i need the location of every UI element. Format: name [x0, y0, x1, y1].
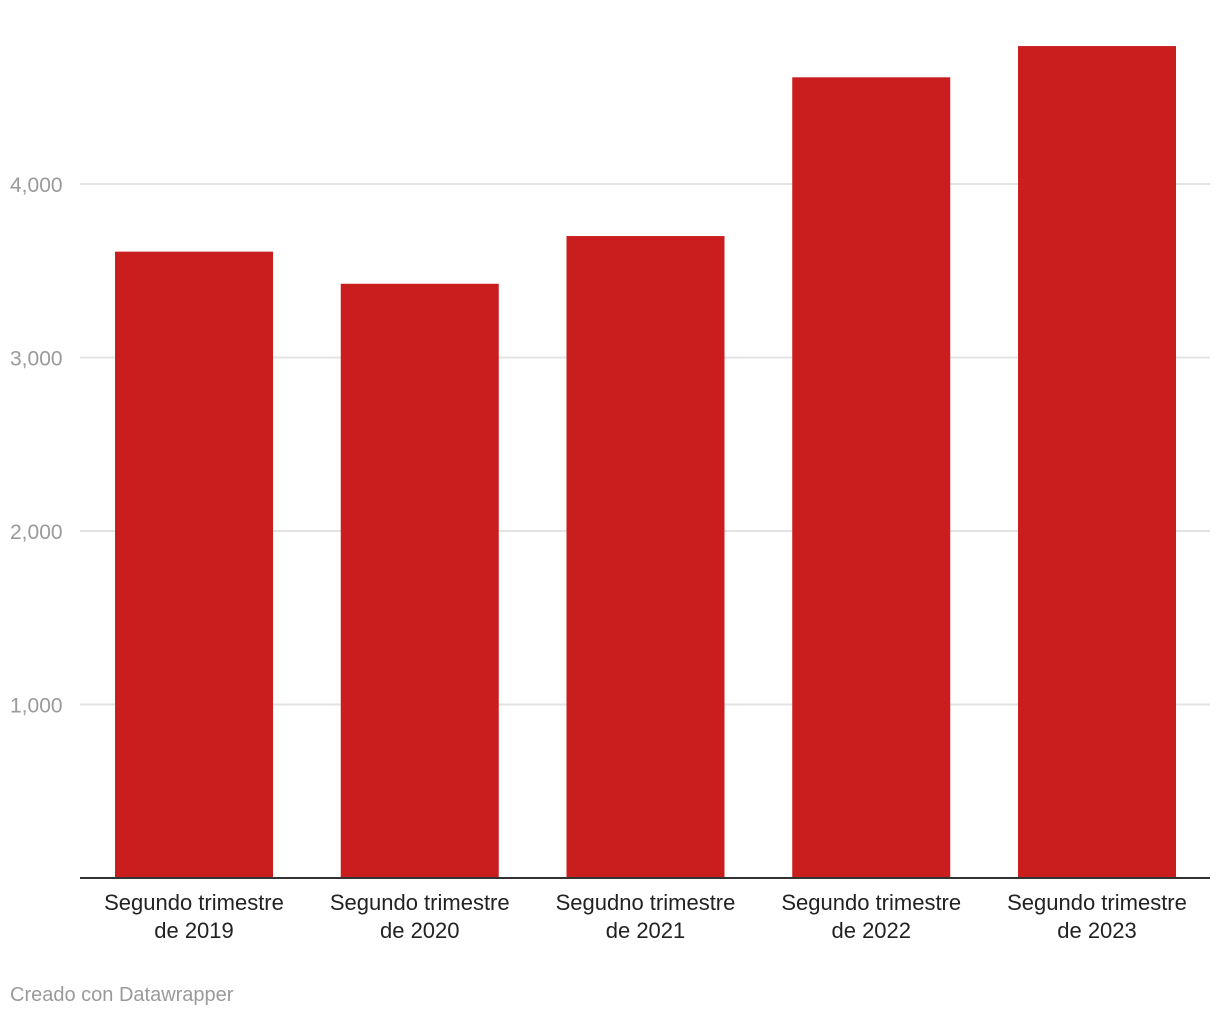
credit-text: Creado con Datawrapper: [10, 984, 234, 1006]
bar: [1018, 46, 1176, 878]
x-tick-label: Segundo trimestre de 2020: [330, 890, 510, 943]
bar: [115, 251, 273, 879]
x-tick-label: Segundo trimestre de 2023: [1007, 890, 1187, 943]
bar: [340, 283, 499, 878]
x-tick-label: Segudno trimestre de 2021: [556, 890, 736, 943]
bar: [792, 77, 951, 879]
bar-chart: 1,000 2,000 3,000 4,000 Segundo trimestre de…: [10, 46, 1210, 943]
x-axis-ticks: Segundo trimestre de 2019 Segundo trimestr…: [104, 890, 1187, 943]
y-axis-ticks: 1,000 2,000 3,000 4,000: [10, 174, 63, 718]
bar: [566, 236, 725, 879]
x-tick-label: Segundo trimestre de 2019: [104, 890, 284, 943]
y-tick-label: 4,000: [10, 174, 63, 197]
y-tick-label: 2,000: [10, 521, 63, 544]
x-tick-label: Segundo trimestre de 2022: [781, 890, 961, 943]
y-tick-label: 3,000: [10, 348, 63, 371]
y-tick-label: 1,000: [10, 695, 63, 718]
bars: [115, 46, 1176, 879]
